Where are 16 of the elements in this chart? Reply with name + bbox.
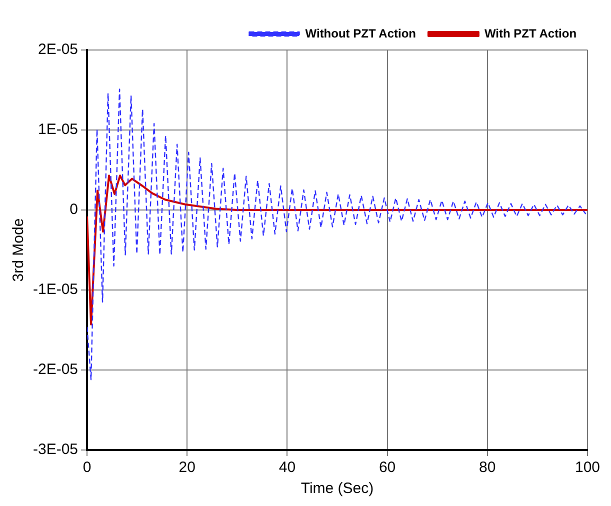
legend-label: With PZT Action: [484, 26, 577, 40]
x-tick-label: 0: [82, 459, 92, 476]
y-tick-label: -3E-05: [32, 441, 78, 458]
y-axis-title: 3rd Mode: [10, 218, 28, 282]
x-axis-title: Time (Sec): [300, 480, 374, 498]
x-tick-label: 20: [178, 459, 196, 476]
x-tick-label: 60: [378, 459, 396, 476]
y-tick-label: 1E-05: [38, 121, 78, 138]
x-tick-label: 80: [479, 459, 496, 476]
y-tick-label: 0: [70, 201, 78, 218]
legend-label: Without PZT Action: [305, 26, 416, 40]
x-tick-label: 40: [278, 459, 296, 476]
x-tick-label: 100: [574, 459, 600, 476]
y-tick-label: -2E-05: [32, 361, 78, 378]
y-tick-label: 2E-05: [38, 41, 78, 58]
y-tick-label: -1E-05: [32, 281, 78, 298]
